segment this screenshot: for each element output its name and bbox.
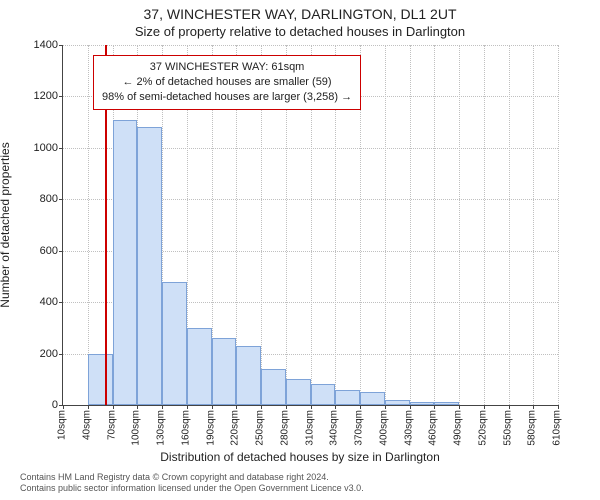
ytick-mark: [59, 251, 63, 252]
xtick-label: 370sqm: [354, 410, 365, 446]
xtick-label: 40sqm: [81, 410, 92, 440]
histogram-bar: [311, 384, 336, 405]
histogram-bar: [162, 282, 187, 405]
xtick-mark: [484, 405, 485, 409]
histogram-bar: [410, 402, 435, 405]
ytick-label: 1000: [8, 142, 58, 154]
xtick-label: 280sqm: [279, 410, 290, 446]
xtick-mark: [137, 405, 138, 409]
ytick-mark: [59, 302, 63, 303]
chart-container: { "title_line1": "37, WINCHESTER WAY, DA…: [0, 0, 600, 500]
xtick-label: 310sqm: [304, 410, 315, 446]
histogram-bar: [236, 346, 261, 405]
annotation-box: 37 WINCHESTER WAY: 61sqm ← 2% of detache…: [93, 55, 361, 110]
xtick-mark: [434, 405, 435, 409]
xtick-mark: [311, 405, 312, 409]
xtick-label: 520sqm: [477, 410, 488, 446]
xtick-label: 160sqm: [180, 410, 191, 446]
xtick-mark: [335, 405, 336, 409]
xtick-label: 70sqm: [106, 410, 117, 440]
xtick-label: 100sqm: [131, 410, 142, 446]
xtick-label: 490sqm: [453, 410, 464, 446]
xtick-label: 10sqm: [57, 410, 68, 440]
xtick-label: 580sqm: [527, 410, 538, 446]
xtick-mark: [236, 405, 237, 409]
caption-line1: Contains HM Land Registry data © Crown c…: [20, 472, 580, 483]
xtick-label: 430sqm: [403, 410, 414, 446]
xtick-mark: [113, 405, 114, 409]
plot-area: 37 WINCHESTER WAY: 61sqm ← 2% of detache…: [62, 45, 558, 406]
xtick-mark: [385, 405, 386, 409]
xtick-label: 250sqm: [255, 410, 266, 446]
xtick-mark: [162, 405, 163, 409]
histogram-bar: [434, 402, 459, 405]
caption: Contains HM Land Registry data © Crown c…: [20, 472, 580, 495]
ytick-label: 400: [8, 296, 58, 308]
xtick-label: 460sqm: [428, 410, 439, 446]
ytick-mark: [59, 96, 63, 97]
chart-title-line1: 37, WINCHESTER WAY, DARLINGTON, DL1 2UT: [0, 6, 600, 22]
histogram-bar: [88, 354, 113, 405]
xtick-mark: [558, 405, 559, 409]
y-axis-title: Number of detached properties: [0, 142, 12, 307]
x-axis-title: Distribution of detached houses by size …: [0, 450, 600, 464]
xtick-label: 130sqm: [156, 410, 167, 446]
gridline-vert: [509, 45, 510, 405]
gridline-vert: [88, 45, 89, 405]
xtick-mark: [509, 405, 510, 409]
ytick-label: 1400: [8, 39, 58, 51]
xtick-mark: [360, 405, 361, 409]
xtick-label: 610sqm: [552, 410, 563, 446]
annotation-line2: ← 2% of detached houses are smaller (59): [102, 75, 352, 90]
histogram-bar: [212, 338, 237, 405]
ytick-mark: [59, 354, 63, 355]
xtick-label: 190sqm: [205, 410, 216, 446]
gridline-vert: [484, 45, 485, 405]
xtick-mark: [410, 405, 411, 409]
annotation-line1: 37 WINCHESTER WAY: 61sqm: [102, 60, 352, 75]
histogram-bar: [360, 392, 385, 405]
gridline-vert: [434, 45, 435, 405]
histogram-bar: [335, 390, 360, 405]
gridline-vert: [533, 45, 534, 405]
histogram-bar: [286, 379, 311, 405]
histogram-bar: [261, 369, 286, 405]
xtick-mark: [261, 405, 262, 409]
ytick-label: 200: [8, 348, 58, 360]
ytick-label: 0: [8, 399, 58, 411]
histogram-bar: [385, 400, 410, 405]
histogram-bar: [137, 127, 162, 405]
xtick-mark: [459, 405, 460, 409]
annotation-line3: 98% of semi-detached houses are larger (…: [102, 90, 352, 105]
xtick-mark: [533, 405, 534, 409]
xtick-mark: [286, 405, 287, 409]
gridline-vert: [385, 45, 386, 405]
xtick-label: 220sqm: [230, 410, 241, 446]
gridline-vert: [410, 45, 411, 405]
gridline-vert: [558, 45, 559, 405]
histogram-bar: [113, 120, 138, 405]
xtick-mark: [63, 405, 64, 409]
caption-line2: Contains public sector information licen…: [20, 483, 580, 494]
xtick-label: 550sqm: [502, 410, 513, 446]
ytick-mark: [59, 199, 63, 200]
xtick-label: 400sqm: [378, 410, 389, 446]
xtick-mark: [212, 405, 213, 409]
ytick-label: 1200: [8, 90, 58, 102]
gridline-vert: [459, 45, 460, 405]
ytick-label: 800: [8, 193, 58, 205]
ytick-mark: [59, 45, 63, 46]
ytick-label: 600: [8, 245, 58, 257]
chart-title-line2: Size of property relative to detached ho…: [0, 24, 600, 39]
xtick-mark: [88, 405, 89, 409]
ytick-mark: [59, 148, 63, 149]
xtick-label: 340sqm: [329, 410, 340, 446]
histogram-bar: [187, 328, 212, 405]
xtick-mark: [187, 405, 188, 409]
